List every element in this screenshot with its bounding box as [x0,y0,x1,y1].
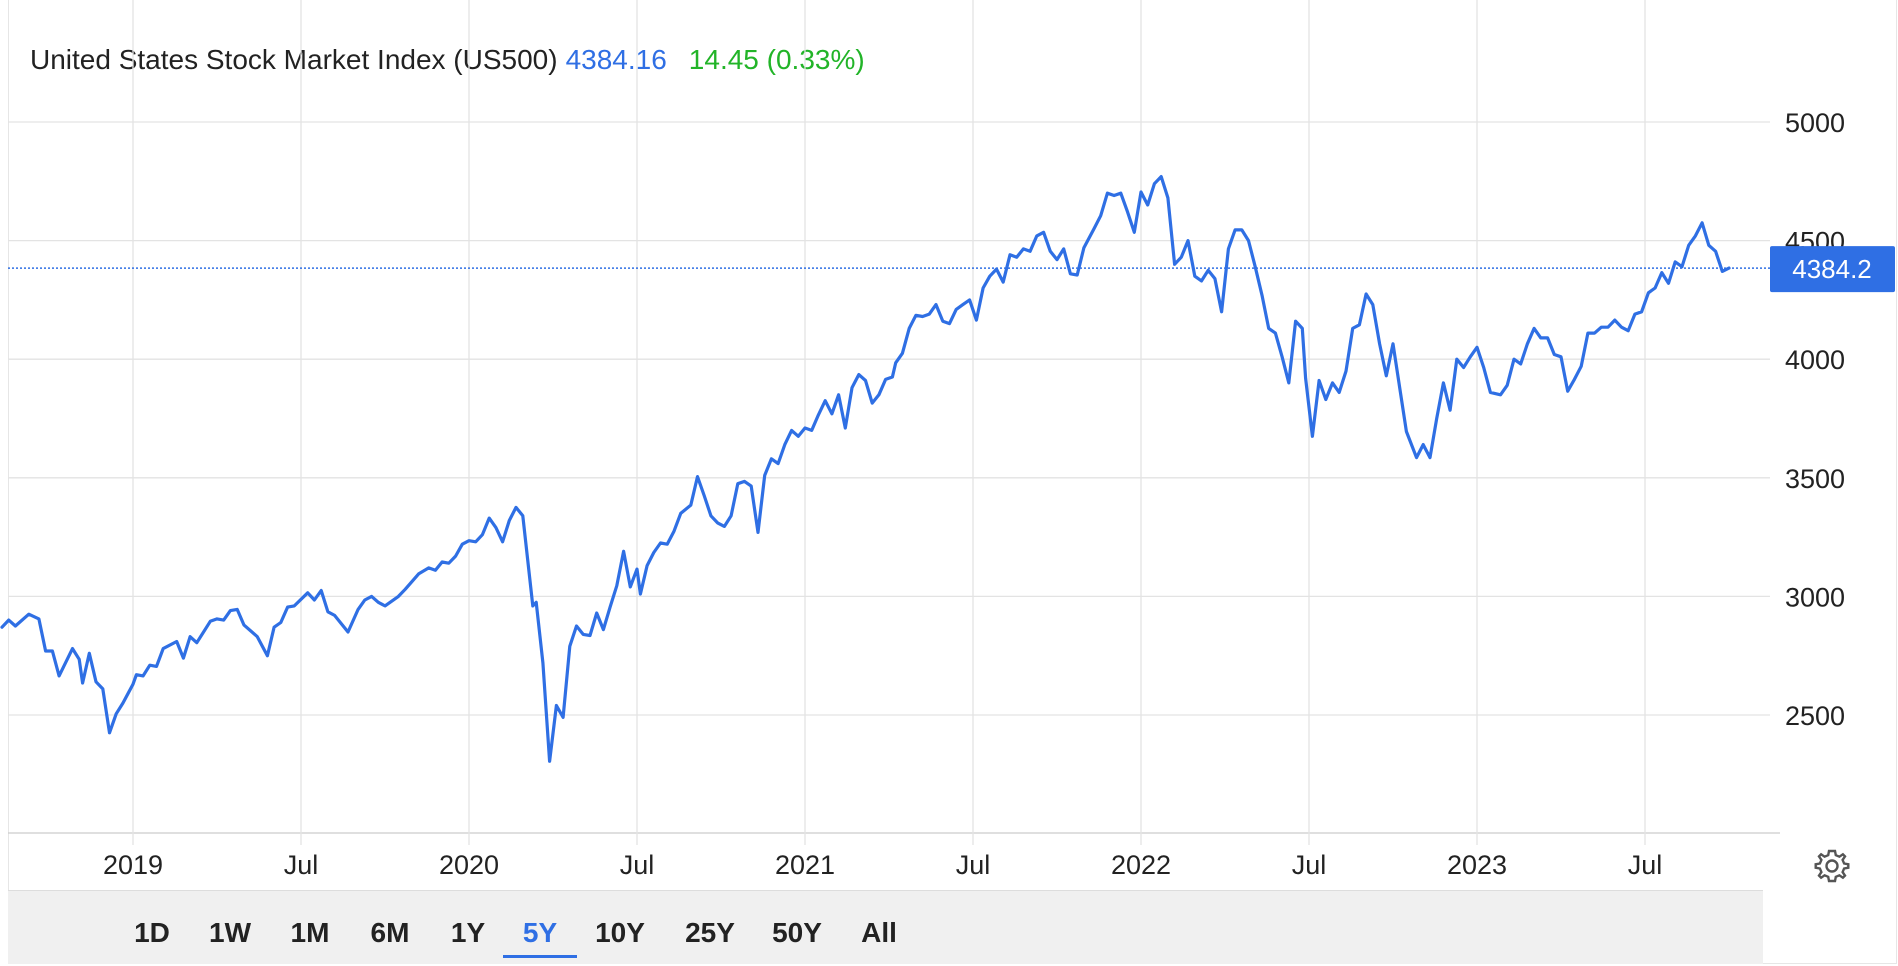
x-tick-label: Jul [620,850,655,880]
last-value-label: 4384.2 [1792,254,1872,284]
y-tick-label: 4000 [1785,345,1845,375]
x-tick-label: 2020 [439,850,499,880]
x-axis-ticks: 2019 Jul 2020 Jul 2021 Jul 2022 Jul 2023 Jul [103,850,1662,880]
range-button-25y[interactable]: 25Y [685,917,735,948]
range-button-10y[interactable]: 10Y [595,917,645,948]
range-button-all[interactable]: All [861,917,897,948]
x-tick-label: 2023 [1447,850,1507,880]
x-tick-label: Jul [284,850,319,880]
range-selector: 1D 1W 1M 6M 1Y 5Y 10Y 25Y 50Y All [8,890,1763,964]
y-tick-label: 5000 [1785,108,1845,138]
grid-lines [8,0,1780,845]
last-value-label-bg [1770,246,1895,293]
range-button-5y[interactable]: 5Y [503,911,577,958]
x-tick-label: Jul [956,850,991,880]
range-button-6m[interactable]: 6M [370,917,410,948]
gear-icon[interactable] [1812,846,1852,886]
x-tick-label: 2019 [103,850,163,880]
y-tick-label: 2500 [1785,701,1845,731]
x-tick-label: Jul [1628,850,1663,880]
range-button-1w[interactable]: 1W [209,917,251,948]
series-line [0,175,1731,763]
price-change: 14.45 (0.33%) [688,44,865,75]
range-button-1m[interactable]: 1M [290,917,330,948]
y-tick-label: 3000 [1785,582,1845,612]
range-button-1y[interactable]: 1Y [450,917,486,948]
x-tick-label: 2022 [1111,850,1171,880]
range-button-50y[interactable]: 50Y [772,917,822,948]
range-button-1d[interactable]: 1D [134,917,170,948]
y-tick-label: 3500 [1785,464,1845,494]
x-tick-label: 2021 [775,850,835,880]
x-tick-label: Jul [1292,850,1327,880]
current-price: 4384.16 [565,44,667,75]
